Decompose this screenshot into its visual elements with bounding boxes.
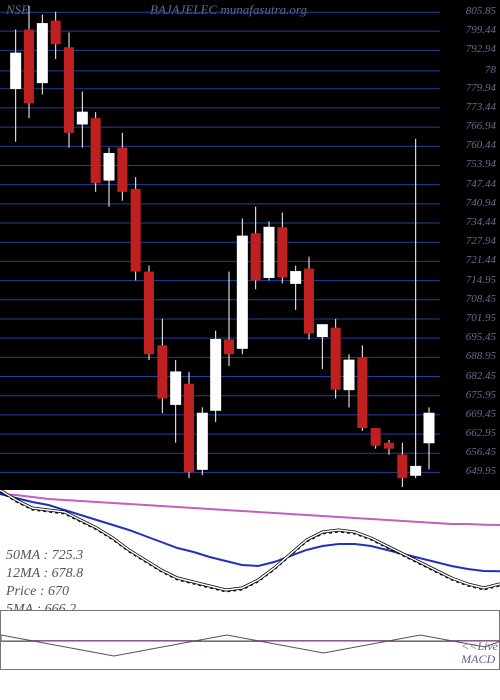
y-tick-label: 695.45 <box>466 331 496 343</box>
y-tick-label: 669.45 <box>466 408 496 420</box>
y-tick-label: 799.44 <box>466 24 496 36</box>
y-tick-label: 740.94 <box>466 197 496 209</box>
y-tick-label: 675.95 <box>466 389 496 401</box>
price-label: Price : 670 <box>6 584 69 600</box>
y-tick-label: 779.94 <box>466 82 496 94</box>
y-tick-label: 688.95 <box>466 350 496 362</box>
y-tick-label: 792.94 <box>466 43 496 55</box>
y-tick-label: 721.44 <box>466 254 496 266</box>
live-arrow-text: <<Live <box>461 639 498 653</box>
y-tick-label: 701.95 <box>466 312 496 324</box>
ma-panel: 50MA : 725.3 12MA : 678.8 Price : 670 5M… <box>0 490 500 610</box>
y-tick-label: 747.44 <box>466 178 496 190</box>
y-tick-label: 649.95 <box>466 465 496 477</box>
y-tick-label: 773.44 <box>466 101 496 113</box>
y-tick-label: 662.95 <box>466 427 496 439</box>
y-tick-label: 78 <box>485 64 496 76</box>
y-tick-label: 734.44 <box>466 216 496 228</box>
y-tick-label: 805.85 <box>466 5 496 17</box>
macd-area <box>1 611 500 671</box>
candlestick-area <box>0 0 440 490</box>
y-axis: 805.85 799.44 792.94 78 779.94 773.44 766.94 76… <box>440 0 500 490</box>
y-tick-label: 727.94 <box>466 235 496 247</box>
ma50-label: 50MA : 725.3 <box>6 548 83 564</box>
macd-text: MACD <box>461 652 495 666</box>
chart-root: NSE BAJAJELEC munafasutra.org 805.85799.… <box>0 0 500 700</box>
macd-panel <box>0 610 500 670</box>
y-tick-label: 760.44 <box>466 139 496 151</box>
price-panel: NSE BAJAJELEC munafasutra.org 805.85799.… <box>0 0 500 490</box>
y-tick-label: 656.45 <box>466 446 496 458</box>
y-tick-label: 682.45 <box>466 370 496 382</box>
y-tick-label: 753.94 <box>466 158 496 170</box>
y-tick-label: 708.45 <box>466 293 496 305</box>
y-tick-label: 766.94 <box>466 120 496 132</box>
y-tick-label: 714.95 <box>466 274 496 286</box>
ma12-label: 12MA : 678.8 <box>6 566 83 582</box>
macd-live-label: <<Live MACD <box>461 640 498 666</box>
